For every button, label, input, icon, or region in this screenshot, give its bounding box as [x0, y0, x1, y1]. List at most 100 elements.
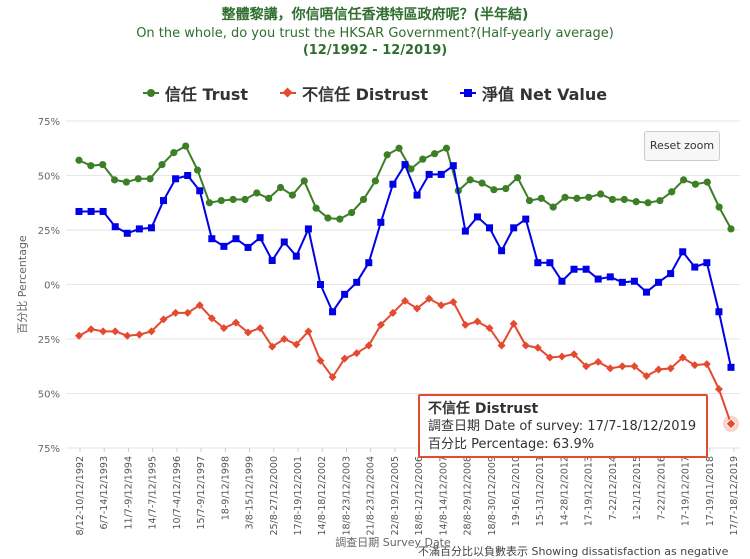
trust-point [312, 204, 320, 212]
trust-point [193, 166, 202, 174]
trust-point [620, 195, 628, 204]
trust-point [703, 178, 711, 186]
hovered-distrust-point [725, 418, 737, 430]
net-value-point [280, 238, 288, 246]
trust-point [217, 196, 225, 205]
trust-point [348, 208, 356, 217]
net-value-point [123, 229, 131, 237]
x-tick-label: 14-28/12/2012 [559, 456, 570, 526]
distrust-point [666, 364, 675, 373]
distrust-point [570, 350, 579, 359]
trust-point [324, 214, 332, 222]
trust-point [478, 179, 486, 187]
x-tick-label: 7-22/12/2014 [608, 456, 619, 520]
net-value-point [498, 247, 506, 255]
trust-point [146, 175, 154, 183]
trust-point [205, 199, 213, 207]
net-value-point [642, 288, 650, 296]
distrust-point [207, 314, 216, 323]
square-marker-icon [460, 87, 477, 99]
reset-zoom-button[interactable]: Reset zoom [644, 131, 720, 161]
net-value-point [691, 263, 699, 271]
net-value-point [679, 248, 687, 256]
distrust-point [690, 361, 699, 370]
legend-label-net: 淨值 Net Value [482, 85, 608, 104]
net-value-point [618, 278, 626, 286]
trust-point [490, 186, 498, 194]
net-value-point [220, 242, 228, 250]
x-tick-label: 8/12-10/12/1992 [75, 456, 86, 536]
distrust-point [388, 308, 397, 317]
x-tick-label: 6/7-14/12/1993 [99, 456, 110, 529]
trust-point [170, 149, 178, 157]
x-tick-label: 18/8-23/12/2003 [341, 456, 352, 536]
net-value-point [594, 275, 602, 283]
net-value-point [522, 215, 530, 223]
net-value-point [111, 223, 119, 231]
distrust-point [87, 325, 96, 334]
distrust-point [219, 324, 228, 333]
net-value-point [534, 259, 542, 267]
net-value-point [172, 175, 180, 183]
trust-point [502, 184, 510, 193]
distrust-point [280, 335, 289, 343]
trust-point [300, 177, 308, 185]
distrust-point [123, 331, 132, 340]
distrust-point [159, 315, 168, 324]
x-tick-label: 17-19/12/2013 [584, 456, 595, 526]
tooltip-percentage: 百分比 Percentage: 63.9% [428, 437, 595, 452]
distrust-point [75, 331, 83, 340]
trust-point [359, 195, 368, 204]
net-value-point [304, 225, 312, 233]
distrust-point [485, 324, 494, 333]
net-value-point [655, 278, 663, 286]
y-tick-label: 25% [38, 335, 60, 346]
trust-point [87, 162, 95, 170]
trust-point [561, 193, 569, 201]
trust-point [644, 199, 652, 207]
distrust-point [654, 365, 663, 374]
legend-item-trust[interactable]: 信任 Trust [142, 81, 249, 105]
distrust-point [328, 373, 337, 382]
distrust-point [702, 360, 711, 369]
net-value-point [184, 172, 192, 179]
distrust-point [533, 343, 542, 352]
trust-point [632, 198, 640, 206]
footnote: 不滿百分比以負數表示 Showing dissatisfaction as ne… [418, 545, 729, 558]
x-tick-label: 18/8-12/12/2006 [414, 456, 425, 536]
legend-label-trust: 信任 Trust [164, 85, 249, 104]
x-tick-label: 22/8-19/12/2005 [390, 456, 401, 536]
circle-marker-icon [142, 87, 159, 99]
trust-point [229, 195, 237, 204]
trust-point [691, 180, 700, 188]
net-value-point [449, 162, 457, 170]
distrust-point [497, 341, 506, 350]
net-value-point [232, 235, 240, 243]
trust-point [182, 142, 190, 150]
trust-point [549, 203, 557, 211]
trust-point [573, 194, 581, 202]
distrust-point [316, 356, 325, 365]
distrust-point [557, 352, 566, 361]
x-tick-label: 25/8-27/12/2000 [269, 456, 280, 536]
net-value-point [75, 207, 83, 215]
y-tick-label: 0% [44, 281, 60, 292]
trust-point [395, 144, 403, 152]
chart-period: (12/1992 - 12/2019) [302, 43, 448, 58]
trust-point [122, 178, 131, 186]
legend-item-net[interactable]: 淨值 Net Value [460, 81, 607, 105]
net-value-point [582, 265, 590, 273]
trust-point [585, 193, 593, 201]
tooltip: 不信任 Distrust 調查日期 Date of survey: 17/7-1… [418, 394, 708, 458]
distrust-point [413, 304, 422, 313]
net-value-point [401, 161, 409, 169]
distrust-point [509, 319, 518, 328]
distrust-point [244, 328, 253, 337]
distrust-point [642, 372, 651, 381]
legend-item-distrust[interactable]: 不信任 Distrust [280, 81, 428, 105]
distrust-point [678, 353, 687, 362]
trust-point [253, 189, 261, 197]
net-value-point [461, 227, 469, 235]
net-value-point [87, 207, 95, 215]
x-axis-title: 調查日期 Survey Date [335, 535, 451, 549]
